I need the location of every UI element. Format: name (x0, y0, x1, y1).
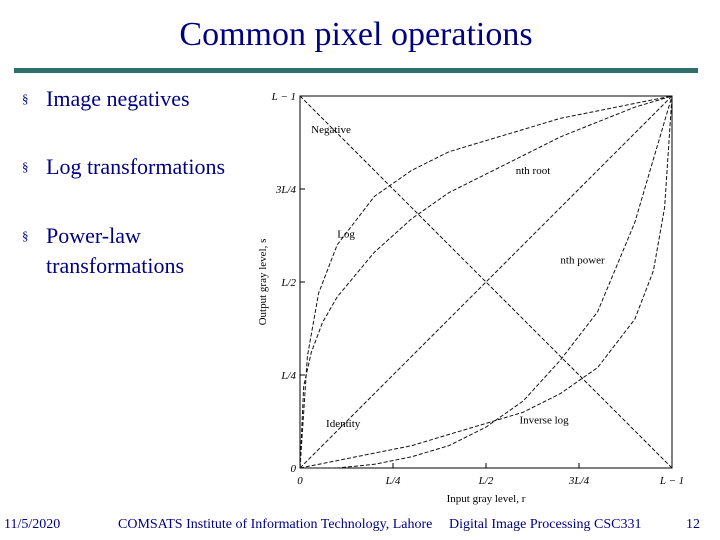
footer-page-number: 12 (686, 517, 700, 532)
series-line (299, 95, 673, 469)
bullet-marker: § (22, 91, 29, 106)
series-line (299, 95, 673, 469)
title-divider (14, 68, 698, 73)
y-tick-label: L/2 (280, 277, 296, 289)
series-label: Identity (326, 418, 361, 430)
slide-title: Common pixel operations (179, 16, 533, 53)
series-label: nth root (516, 165, 551, 177)
footer-date: 11/5/2020 (4, 517, 61, 532)
series-line (299, 95, 673, 469)
bullet-text: Power-law transformations (46, 223, 185, 278)
x-tick-label: L − 1 (659, 475, 684, 487)
x-tick-label: L/2 (478, 475, 494, 487)
series-label: Negative (311, 124, 351, 136)
footer-institute: COMSATS Institute of Information Technol… (118, 517, 433, 532)
bullet-text: Log transformations (46, 154, 226, 179)
x-tick-label: 0 (297, 475, 303, 487)
series-label: nth power (560, 254, 605, 266)
y-tick-label: L − 1 (271, 91, 296, 103)
y-axis-label: Output gray level, s (257, 239, 269, 326)
footer-course: Digital Image Processing CSC331 (449, 517, 642, 532)
x-axis-label: Input gray level, r (447, 493, 526, 505)
series-label: Inverse log (519, 414, 569, 426)
bullet-text: Image negatives (46, 86, 190, 111)
series-line (300, 95, 673, 469)
bullet-marker: § (22, 228, 29, 243)
y-tick-label: L/4 (280, 370, 296, 382)
x-tick-label: L/4 (385, 475, 401, 487)
y-tick-label: 3L/4 (275, 184, 297, 196)
series-label: Log (337, 228, 355, 240)
bullet-marker: § (22, 159, 29, 174)
y-tick-label: 0 (291, 463, 297, 475)
series-line (299, 95, 673, 469)
series-line (299, 95, 673, 469)
x-tick-label: 3L/4 (568, 475, 590, 487)
